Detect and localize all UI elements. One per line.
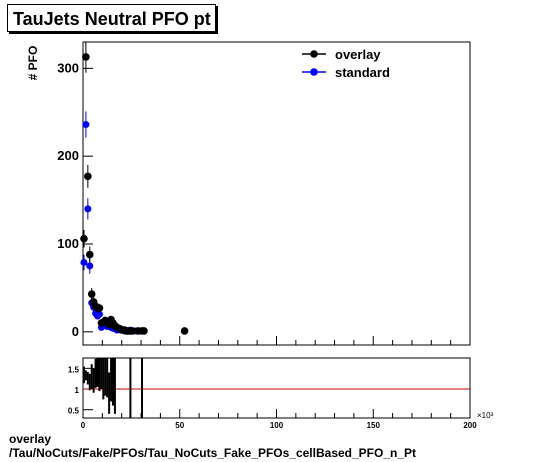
footer-label: overlay <box>9 432 52 446</box>
y-tick-label: 200 <box>57 148 79 163</box>
data-point-standard <box>80 258 88 266</box>
data-point-overlay <box>128 327 137 335</box>
data-point-overlay <box>95 304 104 312</box>
x-axis-multiplier: ×10³ <box>477 411 494 420</box>
y-axis-label: # PFO <box>26 46 40 81</box>
plot-frame <box>82 41 471 346</box>
main-pad-marks <box>80 42 189 335</box>
data-point-standard <box>95 310 103 318</box>
data-point-overlay <box>84 172 92 181</box>
legend-label-standard: standard <box>335 65 390 80</box>
x-tick-label: 100 <box>270 421 284 430</box>
y-tick-label: 1 <box>75 386 80 395</box>
y-tick-label: 300 <box>57 60 79 75</box>
footer-path: /Tau/NoCuts/Fake/PFOs/Tau_NoCuts_Fake_PF… <box>9 446 417 460</box>
legend-marker-standard <box>310 68 318 76</box>
data-point-overlay <box>87 290 96 298</box>
y-tick-label: 0 <box>72 324 79 339</box>
main-pad-frame: 0 100 200 300 <box>57 41 471 346</box>
ratio-pad-frame: 0.5 1 1.5 0 50 100 150 200 <box>68 357 477 430</box>
data-point-standard <box>84 205 92 213</box>
y-tick-label: 0.5 <box>68 407 80 416</box>
data-point-overlay <box>85 250 94 259</box>
chart-title: TauJets Neutral PFO pt <box>7 4 216 32</box>
legend: overlay standard <box>302 47 390 80</box>
data-point-overlay <box>80 234 88 243</box>
y-tick-label: 100 <box>57 236 79 251</box>
legend-marker-overlay <box>310 50 318 58</box>
y-tick-label: 1.5 <box>68 365 80 374</box>
x-tick-label: 150 <box>367 421 381 430</box>
data-point-standard <box>82 121 90 129</box>
data-point-standard <box>86 262 94 270</box>
data-point-overlay <box>180 327 189 335</box>
x-tick-label: 0 <box>81 421 86 430</box>
ratio-pad-marks <box>82 358 144 418</box>
x-tick-label: 50 <box>175 421 184 430</box>
data-point-overlay <box>82 53 90 61</box>
legend-label-overlay: overlay <box>335 47 381 62</box>
x-tick-label: 200 <box>463 421 477 430</box>
data-point-overlay <box>140 327 148 335</box>
